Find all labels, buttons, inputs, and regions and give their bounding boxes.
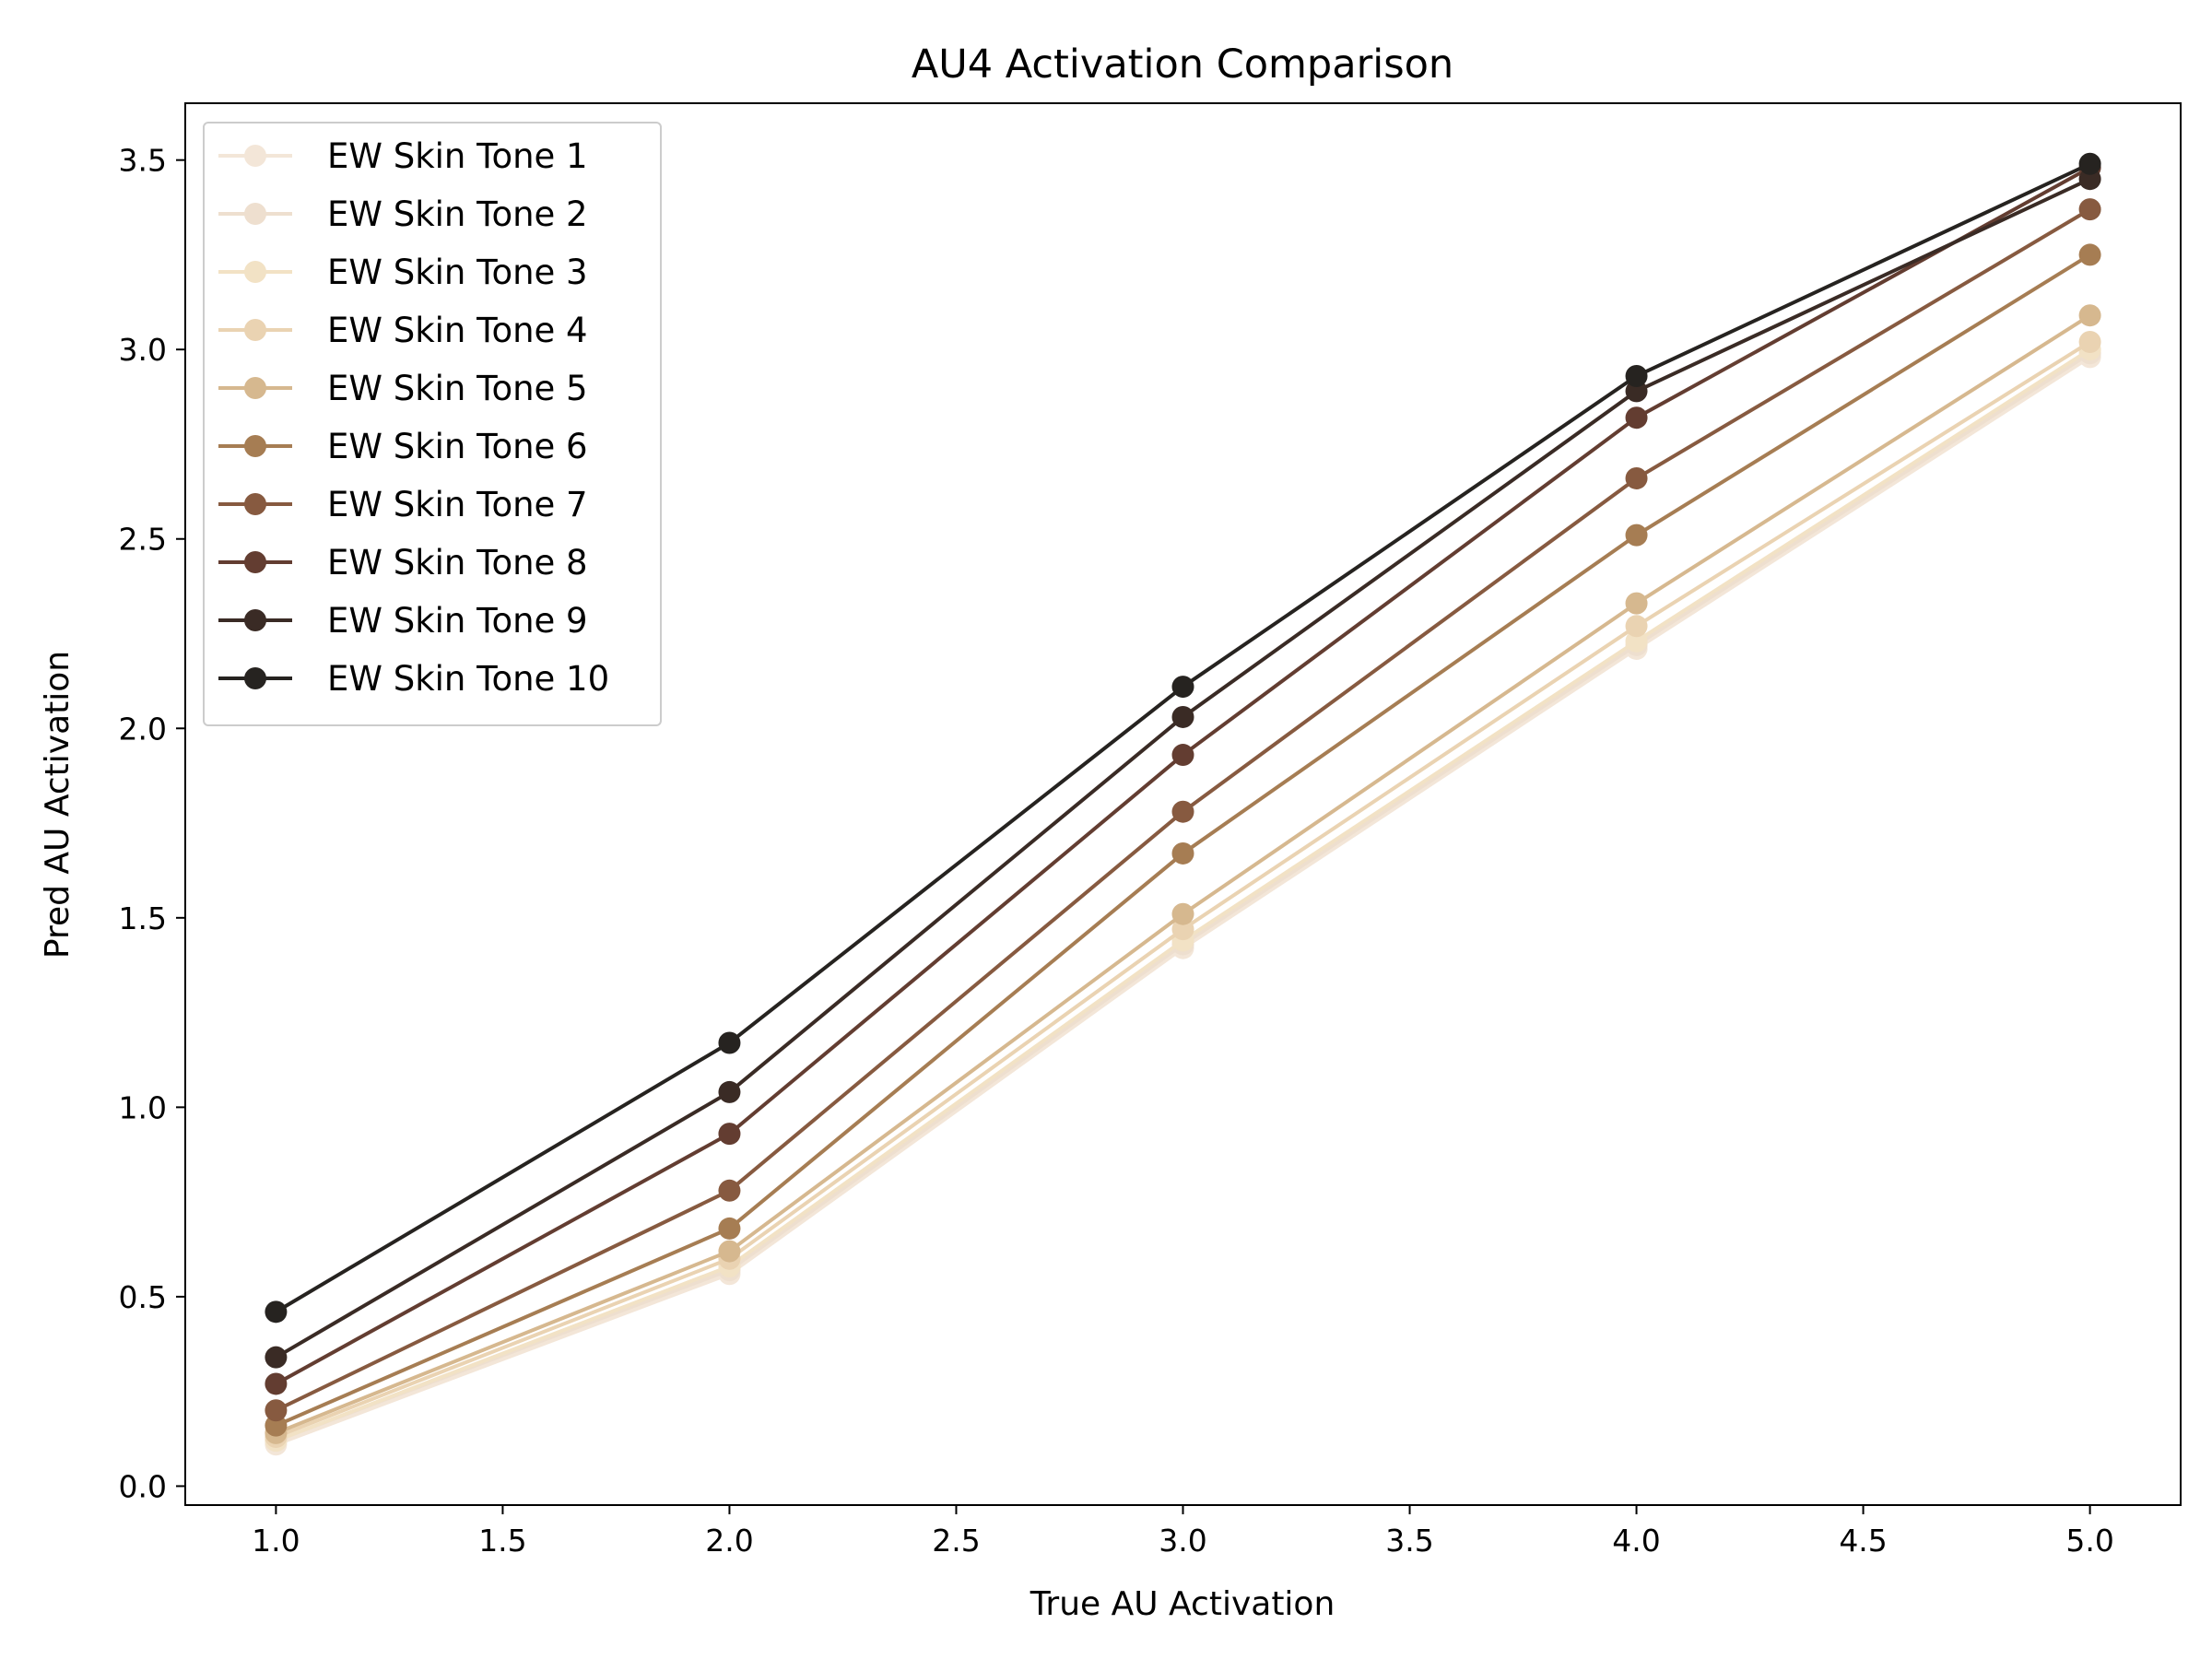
data-point bbox=[718, 1217, 741, 1240]
data-point bbox=[1171, 705, 1194, 728]
x-tick-label: 4.5 bbox=[1839, 1523, 1887, 1559]
legend-label: EW Skin Tone 10 bbox=[327, 659, 609, 699]
legend-swatch-marker bbox=[244, 377, 266, 399]
y-axis: 0.0 0.5 1.0 1.5 2.0 2.5 3.0 3.5 bbox=[119, 143, 185, 1504]
legend-swatch-marker bbox=[244, 667, 266, 689]
legend-swatch-marker bbox=[244, 609, 266, 631]
data-point bbox=[718, 1179, 741, 1202]
x-tick-label: 2.5 bbox=[932, 1523, 980, 1559]
data-point bbox=[718, 1240, 741, 1263]
data-point bbox=[1625, 592, 1648, 615]
legend-item: EW Skin Tone 1 bbox=[218, 136, 588, 176]
y-tick-label: 2.0 bbox=[119, 711, 167, 747]
legend-swatch-marker bbox=[244, 203, 266, 225]
legend-label: EW Skin Tone 9 bbox=[327, 601, 588, 641]
legend-label: EW Skin Tone 3 bbox=[327, 253, 588, 292]
x-tick-label: 3.5 bbox=[1385, 1523, 1433, 1559]
legend-item: EW Skin Tone 9 bbox=[218, 601, 588, 641]
legend-item: EW Skin Tone 7 bbox=[218, 485, 588, 524]
legend-box bbox=[203, 122, 662, 726]
legend-item: EW Skin Tone 4 bbox=[218, 311, 588, 350]
data-point bbox=[718, 1123, 741, 1146]
legend-item: EW Skin Tone 5 bbox=[218, 369, 588, 408]
y-tick-label: 1.5 bbox=[119, 900, 167, 936]
data-point bbox=[718, 1031, 741, 1054]
x-tick-label: 4.0 bbox=[1612, 1523, 1660, 1559]
data-point bbox=[265, 1399, 288, 1422]
x-tick-label: 5.0 bbox=[2065, 1523, 2113, 1559]
y-tick-label: 3.0 bbox=[119, 332, 167, 368]
legend-item: EW Skin Tone 2 bbox=[218, 194, 588, 234]
legend-label: EW Skin Tone 6 bbox=[327, 427, 588, 466]
y-tick-label: 0.0 bbox=[119, 1468, 167, 1504]
data-point bbox=[265, 1346, 288, 1369]
legend: EW Skin Tone 1 EW Skin Tone 2 EW Skin Tone… bbox=[203, 122, 662, 726]
data-point bbox=[1171, 918, 1194, 941]
data-point bbox=[1625, 406, 1648, 429]
data-point bbox=[1171, 800, 1194, 823]
x-tick-label: 3.0 bbox=[1159, 1523, 1206, 1559]
data-point bbox=[1625, 364, 1648, 387]
legend-swatch-marker bbox=[244, 551, 266, 573]
x-tick-label: 2.0 bbox=[705, 1523, 753, 1559]
series-5 bbox=[265, 304, 2101, 1444]
data-point bbox=[718, 1080, 741, 1103]
y-axis-label: Pred AU Activation bbox=[39, 651, 76, 959]
data-point bbox=[2078, 198, 2101, 221]
series-7 bbox=[265, 198, 2101, 1422]
legend-swatch-marker bbox=[244, 493, 266, 515]
series-9 bbox=[265, 168, 2101, 1369]
data-point bbox=[1625, 380, 1648, 403]
legend-item: EW Skin Tone 6 bbox=[218, 427, 588, 466]
legend-swatch-marker bbox=[244, 145, 266, 167]
legend-label: EW Skin Tone 7 bbox=[327, 485, 588, 524]
series-layer bbox=[265, 152, 2101, 1456]
legend-swatch-marker bbox=[244, 261, 266, 283]
legend-item: EW Skin Tone 10 bbox=[218, 659, 609, 699]
data-point bbox=[265, 1414, 288, 1437]
data-point bbox=[2078, 330, 2101, 353]
legend-label: EW Skin Tone 1 bbox=[327, 136, 588, 176]
legend-label: EW Skin Tone 5 bbox=[327, 369, 588, 408]
data-point bbox=[1171, 744, 1194, 767]
data-point bbox=[2078, 152, 2101, 175]
series-10 bbox=[265, 152, 2101, 1324]
y-tick-label: 2.5 bbox=[119, 522, 167, 558]
data-point bbox=[1171, 676, 1194, 699]
x-tick-label: 1.0 bbox=[252, 1523, 300, 1559]
data-point bbox=[1171, 841, 1194, 865]
x-axis: 1.0 1.5 2.0 2.5 3.0 3.5 4.0 4.5 5.0 bbox=[252, 1505, 2114, 1559]
data-point bbox=[1625, 615, 1648, 638]
chart-title: AU4 Activation Comparison bbox=[912, 41, 1453, 88]
legend-item: EW Skin Tone 8 bbox=[218, 543, 588, 582]
legend-item: EW Skin Tone 3 bbox=[218, 253, 588, 292]
series-6 bbox=[265, 243, 2101, 1437]
y-tick-label: 3.5 bbox=[119, 143, 167, 179]
data-point bbox=[2078, 243, 2101, 266]
data-point bbox=[1625, 629, 1648, 653]
y-tick-label: 0.5 bbox=[119, 1279, 167, 1315]
legend-swatch-marker bbox=[244, 435, 266, 457]
data-point bbox=[2078, 304, 2101, 327]
data-point bbox=[265, 1372, 288, 1395]
legend-label: EW Skin Tone 4 bbox=[327, 311, 588, 350]
data-point bbox=[1625, 524, 1648, 547]
legend-swatch-marker bbox=[244, 319, 266, 341]
data-point bbox=[1625, 466, 1648, 489]
data-point bbox=[1171, 902, 1194, 925]
data-point bbox=[265, 1300, 288, 1324]
legend-label: EW Skin Tone 8 bbox=[327, 543, 588, 582]
data-point bbox=[2078, 168, 2101, 191]
y-tick-label: 1.0 bbox=[119, 1089, 167, 1125]
x-tick-label: 1.5 bbox=[478, 1523, 526, 1559]
legend-label: EW Skin Tone 2 bbox=[327, 194, 588, 234]
x-axis-label: True AU Activation bbox=[1030, 1585, 1335, 1623]
